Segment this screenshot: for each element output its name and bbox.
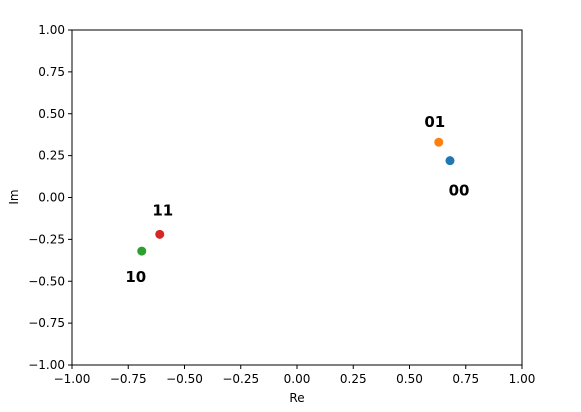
y-axis-label: Im bbox=[7, 189, 21, 204]
data-point-10 bbox=[137, 246, 147, 256]
y-tick-label: −0.75 bbox=[28, 316, 65, 330]
y-tick-label: 1.00 bbox=[38, 23, 65, 37]
y-tick-label: 0.00 bbox=[38, 191, 65, 205]
x-tick-label: −0.75 bbox=[110, 372, 147, 386]
x-tick-label: 0.50 bbox=[396, 372, 423, 386]
point-label-00: 00 bbox=[449, 182, 470, 200]
x-tick-label: 1.00 bbox=[509, 372, 536, 386]
point-label-01: 01 bbox=[424, 113, 445, 131]
y-tick-label: 0.25 bbox=[38, 149, 65, 163]
y-tick-label: −0.50 bbox=[28, 274, 65, 288]
y-tick-label: 0.75 bbox=[38, 65, 65, 79]
y-tick-label: −0.25 bbox=[28, 232, 65, 246]
x-tick-label: 0.00 bbox=[284, 372, 311, 386]
point-label-10: 10 bbox=[125, 268, 146, 286]
y-tick-label: 0.50 bbox=[38, 107, 65, 121]
x-tick-label: −0.50 bbox=[166, 372, 203, 386]
x-tick-label: 0.75 bbox=[452, 372, 479, 386]
x-axis-label: Re bbox=[289, 391, 304, 405]
data-point-01 bbox=[434, 137, 444, 147]
x-tick-label: −1.00 bbox=[54, 372, 91, 386]
data-point-11 bbox=[155, 229, 165, 239]
plot-area: −1.00 −0.75 −0.50 −0.25 0.00 0.25 0.50 0.75 1.00… bbox=[28, 23, 535, 386]
point-label-11: 11 bbox=[152, 201, 173, 219]
x-tick-label: 0.25 bbox=[340, 372, 367, 386]
y-tick-label: −1.00 bbox=[28, 358, 65, 372]
data-point-00 bbox=[445, 156, 455, 166]
x-tick-label: −0.25 bbox=[222, 372, 259, 386]
